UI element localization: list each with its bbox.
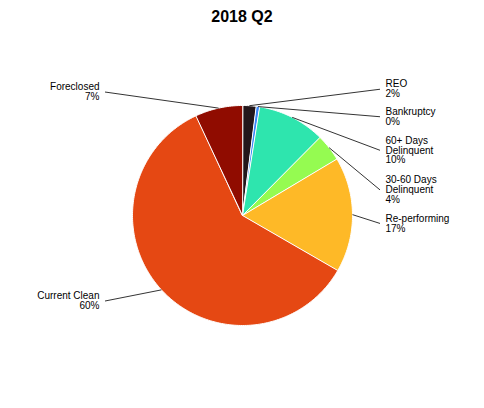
svg-text:REO2%: REO2%	[386, 78, 408, 99]
svg-text:30-60 DaysDelinquent4%: 30-60 DaysDelinquent4%	[386, 174, 437, 205]
svg-text:Re-performing17%: Re-performing17%	[386, 213, 450, 234]
svg-text:Bankruptcy0%: Bankruptcy0%	[386, 106, 436, 127]
svg-text:60+ DaysDelinquent10%: 60+ DaysDelinquent10%	[386, 134, 434, 165]
html-text:2018 Q2: 2018 Q2	[211, 8, 273, 25]
svg-text:Foreclosed7%: Foreclosed7%	[50, 81, 100, 102]
svg-text:Current Clean60%: Current Clean60%	[37, 290, 99, 311]
